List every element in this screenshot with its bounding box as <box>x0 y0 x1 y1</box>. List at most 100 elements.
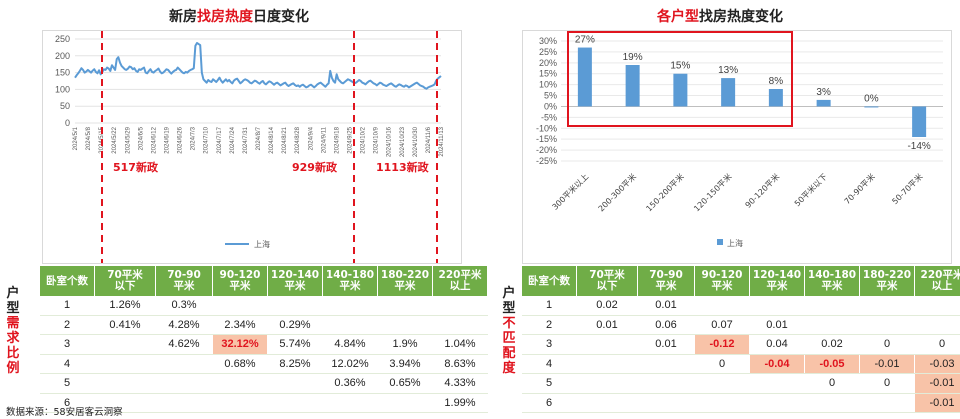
bar-chart-panel: 30% 25% 20% 15% 10% 5% 0% -5% -10% -15% -20% -25% 27… <box>522 30 952 264</box>
table-cell: 1.9% <box>377 334 433 355</box>
category-label: 50-70平米 <box>890 171 925 206</box>
table-cell <box>212 373 268 394</box>
table-cell: 0 <box>914 334 960 355</box>
column-header: 卧室个数 <box>40 266 95 296</box>
x-tick-label: 2024/10/2 <box>361 126 367 153</box>
x-tick-label: 2024/11/6 <box>426 126 432 153</box>
table-cell <box>804 315 860 335</box>
table-cell: -0.01 <box>859 354 915 374</box>
x-tick-label: 2024/10/30 <box>413 126 419 157</box>
column-header-line: 卧室个数 <box>46 274 88 287</box>
bar-data-label: 8% <box>769 76 784 87</box>
table-row: 4 0 -0.04 -0.05 -0.01 -0.03 <box>522 354 960 374</box>
table-cell <box>637 373 695 394</box>
title-part: 找房热度变化 <box>699 9 783 25</box>
column-header-line: 平米 <box>655 280 677 292</box>
table-cell <box>155 373 213 394</box>
table-cell <box>576 354 638 374</box>
column-header-line: 180-220 <box>380 269 430 281</box>
table-cell: 0.02 <box>804 334 860 355</box>
table-cell <box>749 296 805 316</box>
column-header-line: 90-120 <box>701 269 743 281</box>
table-cell <box>94 354 156 374</box>
table-cell: -0.01 <box>914 373 960 394</box>
x-tick-label: 2024/6/26 <box>178 126 184 153</box>
x-tick-label: 2024/5/8 <box>86 126 92 150</box>
column-header: 70-90 平米 <box>637 266 695 296</box>
column-header: 90-120 平米 <box>212 266 268 296</box>
bar <box>816 99 831 107</box>
table-header-row: 卧室个数 70平米 以下 70-90 平米 90-120 平米 120-140 平米 140-18… <box>40 266 488 296</box>
table-cell: 4.28% <box>155 315 213 335</box>
bar-data-label: 27% <box>575 35 595 46</box>
series-line-shanghai <box>74 42 442 90</box>
y-tick-label: 200 <box>55 51 70 61</box>
x-tick-label: 2024/10/16 <box>387 126 393 157</box>
bar-data-label: 0% <box>864 93 879 104</box>
column-header: 180-220 平米 <box>859 266 915 296</box>
table-cell <box>377 315 433 335</box>
table-cell: 0.36% <box>322 373 378 394</box>
bar <box>577 47 592 107</box>
x-tick-label: 2024/10/9 <box>374 126 380 153</box>
table-cell: 0.07 <box>694 315 750 335</box>
column-header-line: 平米 <box>876 280 898 292</box>
x-tick-label: 2024/9/4 <box>308 126 314 150</box>
column-header-line: 140-180 <box>807 269 857 281</box>
table-cell <box>212 393 268 413</box>
x-tick-label: 2024/10/23 <box>400 126 406 157</box>
table-cell: 0.29% <box>267 315 323 335</box>
column-header: 180-220 平米 <box>377 266 433 296</box>
table-row: 2 0.01 0.06 0.07 0.01 <box>522 315 960 335</box>
column-header-line: 卧室个数 <box>528 274 570 287</box>
column-header-line: 70平米 <box>589 269 625 281</box>
column-header: 90-120 平米 <box>694 266 750 296</box>
x-tick-label: 2024/7/17 <box>217 126 223 153</box>
side-label-red: 需求比例 <box>6 316 20 376</box>
table-cell <box>94 373 156 394</box>
bar <box>912 106 927 137</box>
column-header-line: 平米 <box>766 280 788 292</box>
table-cell <box>267 373 323 394</box>
table-header-row: 卧室个数 70平米 以下 70-90 平米 90-120 平米 120-140 平米 140-18… <box>522 266 960 296</box>
table-cell: -0.01 <box>914 393 960 413</box>
bar <box>673 73 688 107</box>
x-tick-label: 2024/7/24 <box>230 126 236 153</box>
y-tick-label: -20% <box>536 145 557 155</box>
x-tick-label: 2024/8/21 <box>282 126 288 153</box>
category-label: 150-200平米 <box>644 171 686 213</box>
y-tick-label: -25% <box>536 156 557 166</box>
row-header-cell: 6 <box>522 393 577 413</box>
y-tick-label: 150 <box>55 68 70 78</box>
y-tick-label: 50 <box>60 101 70 111</box>
column-header-line: 平米 <box>339 280 361 292</box>
table-cell <box>804 296 860 316</box>
title-part: 新房 <box>169 9 197 25</box>
legend-label: 上海 <box>254 239 270 249</box>
side-label-top: 户型 <box>502 286 516 316</box>
title-part: 日度变化 <box>253 9 309 25</box>
mismatch-side-label: 户型 不匹配度 <box>500 286 518 376</box>
table-cell <box>322 315 378 335</box>
table-row: 3 4.62% 32.12% 5.74% 4.84% 1.9% 1.04% <box>40 334 488 355</box>
table-cell <box>322 296 378 316</box>
table-cell: 2.34% <box>212 315 268 335</box>
table-cell: -0.12 <box>694 334 750 355</box>
highlight-box <box>567 31 793 127</box>
table-cell <box>914 315 960 335</box>
table-cell <box>155 393 213 413</box>
table-cell: 0 <box>859 334 915 355</box>
table-cell: 0.3% <box>155 296 213 316</box>
table-row: 6 -0.01 <box>522 393 960 413</box>
column-header-line: 以上 <box>449 280 471 292</box>
column-header: 220平米 以上 <box>432 266 488 296</box>
table-cell: 4.84% <box>322 334 378 355</box>
bar-data-label: 13% <box>718 65 738 76</box>
column-header-line: 平米 <box>394 280 416 292</box>
bar <box>721 78 736 107</box>
table-cell <box>749 373 805 394</box>
table-cell <box>267 296 323 316</box>
x-tick-label: 2024/8/14 <box>269 126 275 153</box>
column-header: 70平米 以下 <box>94 266 156 296</box>
y-tick-label: 10% <box>539 80 557 90</box>
